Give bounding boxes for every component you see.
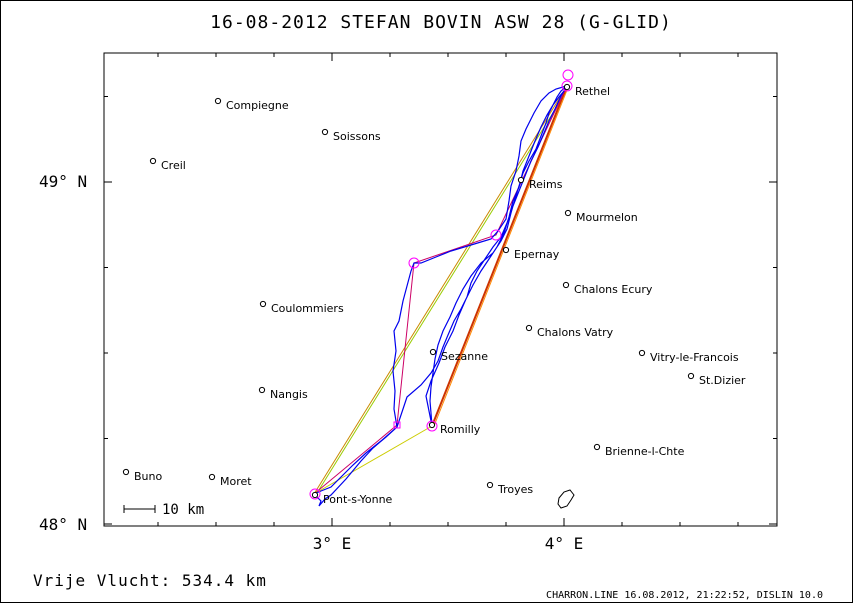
lat-label-49: 49° N bbox=[39, 172, 87, 191]
map-frame bbox=[103, 52, 778, 527]
optimized-leg-3 bbox=[431, 85, 568, 427]
town-label: Epernay bbox=[514, 248, 560, 261]
turnpoint-marker bbox=[426, 420, 438, 432]
town-label: Mourmelon bbox=[576, 211, 638, 224]
gps-track bbox=[313, 85, 568, 507]
lon-label-3: 3° E bbox=[313, 534, 352, 553]
town-label: Creil bbox=[161, 159, 186, 172]
town-label: Soissons bbox=[333, 130, 381, 143]
distance-label: Vrije Vlucht: 534.4 km bbox=[33, 571, 267, 590]
scale-bar: 10 km bbox=[123, 502, 204, 518]
optimized-leg-5 bbox=[313, 425, 433, 495]
optimized-leg-4 bbox=[433, 84, 570, 427]
town-dot bbox=[258, 386, 266, 394]
town-label: Pont-s-Yonne bbox=[323, 493, 393, 506]
town-dot bbox=[259, 300, 267, 308]
town-dot bbox=[517, 176, 525, 184]
turnpoint-marker bbox=[490, 229, 502, 241]
town-dot bbox=[311, 491, 319, 499]
town-label: Nangis bbox=[270, 388, 308, 401]
town-dot bbox=[563, 83, 571, 91]
town-label: Sezanne bbox=[441, 350, 488, 363]
town-label: Buno bbox=[134, 470, 162, 483]
turnpoint-marker bbox=[393, 421, 401, 429]
turnpoint-marker bbox=[561, 80, 573, 92]
town-label: Romilly bbox=[440, 423, 481, 436]
town-dot bbox=[502, 246, 510, 254]
optimized-leg-2 bbox=[316, 86, 570, 494]
town-label: Chalons Ecury bbox=[574, 283, 653, 296]
town-dot bbox=[321, 128, 329, 136]
town-dot bbox=[593, 443, 601, 451]
town-label: Troyes bbox=[497, 483, 533, 496]
town-dot bbox=[214, 97, 222, 105]
town-dot bbox=[208, 473, 216, 481]
town-dot bbox=[638, 349, 646, 357]
town-dot bbox=[564, 209, 572, 217]
lake-outline bbox=[557, 489, 575, 509]
town-label: Compiegne bbox=[226, 99, 289, 112]
town-label: Chalons Vatry bbox=[537, 326, 614, 339]
town-dot bbox=[486, 481, 494, 489]
lon-label-4: 4° E bbox=[545, 534, 584, 553]
footer-info: CHARRON.LINE 16.08.2012, 21:22:52, DISLI… bbox=[546, 590, 823, 601]
town-dot bbox=[687, 372, 695, 380]
town-label: Moret bbox=[220, 475, 252, 488]
town-dot bbox=[562, 281, 570, 289]
turnpoint-marker bbox=[408, 257, 420, 269]
town-markers: Compiegne Soissons Creil Rethel Reims Mourmel… bbox=[122, 83, 746, 506]
town-label: Rethel bbox=[575, 85, 610, 98]
town-dot bbox=[428, 421, 436, 429]
page-title: 16-08-2012 STEFAN BOVIN ASW 28 (G-GLID) bbox=[210, 12, 672, 33]
town-dot bbox=[122, 468, 130, 476]
scale-bar-label: 10 km bbox=[162, 502, 204, 518]
lat-label-48: 48° N bbox=[39, 515, 87, 534]
gps-track-line bbox=[313, 85, 568, 507]
town-label: Reims bbox=[529, 178, 563, 191]
town-label: Brienne-l-Chte bbox=[605, 445, 685, 458]
turnpoint-marker bbox=[562, 69, 574, 81]
town-dot bbox=[525, 324, 533, 332]
turnpoint-marker bbox=[309, 488, 321, 500]
town-label: St.Dizier bbox=[699, 374, 746, 387]
axis-ticks bbox=[104, 53, 777, 526]
optimized-leg-1 bbox=[313, 85, 568, 495]
town-label: Vitry-le-Francois bbox=[650, 351, 739, 364]
town-dot bbox=[429, 348, 437, 356]
turnpoints bbox=[309, 69, 574, 500]
town-label: Coulommiers bbox=[271, 302, 344, 315]
town-dot bbox=[149, 157, 157, 165]
